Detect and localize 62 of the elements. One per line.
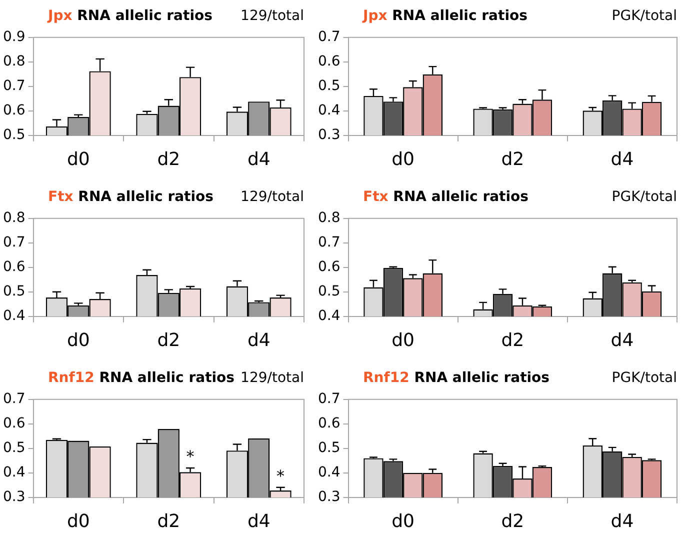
y-tick-label: 0.6	[318, 259, 340, 276]
y-tick-label: 0.5	[3, 284, 26, 300]
chart-title: Rnf12 RNA allelic ratios	[48, 370, 235, 386]
chart-subtitle: 129/total	[240, 8, 304, 24]
x-tick-label: d0	[392, 330, 414, 351]
annotation: *	[186, 447, 194, 466]
y-tick-label: 0.3	[318, 127, 340, 144]
y-tick-label: 0.8	[3, 54, 26, 70]
x-tick-label: d0	[66, 148, 90, 170]
x-tick-label: d4	[610, 148, 634, 170]
y-tick-label: 0.3	[318, 489, 340, 506]
y-tick-label: 0.7	[318, 29, 340, 46]
y-tick-label: 0.7	[3, 234, 26, 251]
y-tick-label: 0.4	[3, 308, 26, 324]
x-tick-label: d4	[610, 330, 634, 351]
chart-subtitle: 129/total	[240, 370, 304, 386]
y-tick-label: 0.6	[318, 416, 340, 432]
y-tick-label: 0.6	[318, 54, 340, 70]
y-tick-label: 0.5	[3, 127, 26, 144]
y-tick-label: 0.6	[3, 102, 26, 119]
x-tick-label: d2	[501, 330, 524, 351]
chart-subtitle: 129/total	[240, 189, 304, 205]
x-tick-label: d0	[66, 330, 90, 351]
chart-title: Jpx RNA allelic ratios	[48, 8, 212, 24]
y-tick-label: 0.9	[3, 29, 26, 46]
y-tick-label: 0.5	[3, 440, 26, 456]
chart-title: Rnf12 RNA allelic ratios	[363, 370, 550, 386]
x-tick-label: d0	[66, 510, 90, 532]
x-tick-label: d4	[247, 330, 270, 351]
y-tick-label: 0.4	[3, 464, 26, 481]
x-tick-label: d2	[157, 510, 180, 532]
y-tick-label: 0.7	[3, 391, 26, 408]
x-tick-label: d2	[501, 148, 524, 170]
y-tick-label: 0.7	[318, 391, 340, 408]
y-tick-label: 0.5	[318, 284, 340, 300]
x-tick-label: d2	[501, 510, 524, 532]
y-tick-label: 0.4	[318, 308, 340, 324]
y-tick-label: 0.7	[318, 234, 340, 251]
y-tick-label: 0.5	[318, 440, 340, 456]
chart-title: Ftx RNA allelic ratios	[363, 189, 528, 205]
x-tick-label: d4	[610, 510, 634, 532]
x-tick-label: d2	[157, 148, 180, 170]
chart-subtitle: PGK/total	[612, 8, 677, 24]
chart-subtitle: PGK/total	[612, 189, 677, 205]
y-tick-label: 0.4	[318, 102, 340, 119]
chart-subtitle: PGK/total	[612, 370, 677, 386]
y-tick-label: 0.6	[3, 416, 26, 432]
y-tick-label: 0.3	[3, 489, 26, 506]
x-tick-label: d4	[247, 510, 270, 532]
chart-title: Ftx RNA allelic ratios	[48, 189, 214, 205]
y-tick-label: 0.4	[318, 464, 340, 481]
x-tick-label: d2	[157, 330, 180, 351]
y-tick-label: 0.6	[3, 259, 26, 276]
chart-title: Jpx RNA allelic ratios	[363, 8, 528, 24]
annotation: *	[276, 466, 285, 486]
y-tick-label: 0.8	[3, 210, 26, 226]
x-tick-label: d0	[392, 148, 414, 170]
y-tick-label: 0.5	[318, 78, 340, 94]
x-tick-label: d0	[392, 510, 414, 532]
y-tick-label: 0.7	[3, 78, 26, 94]
x-tick-label: d4	[247, 148, 270, 170]
y-tick-label: 0.8	[318, 210, 340, 226]
